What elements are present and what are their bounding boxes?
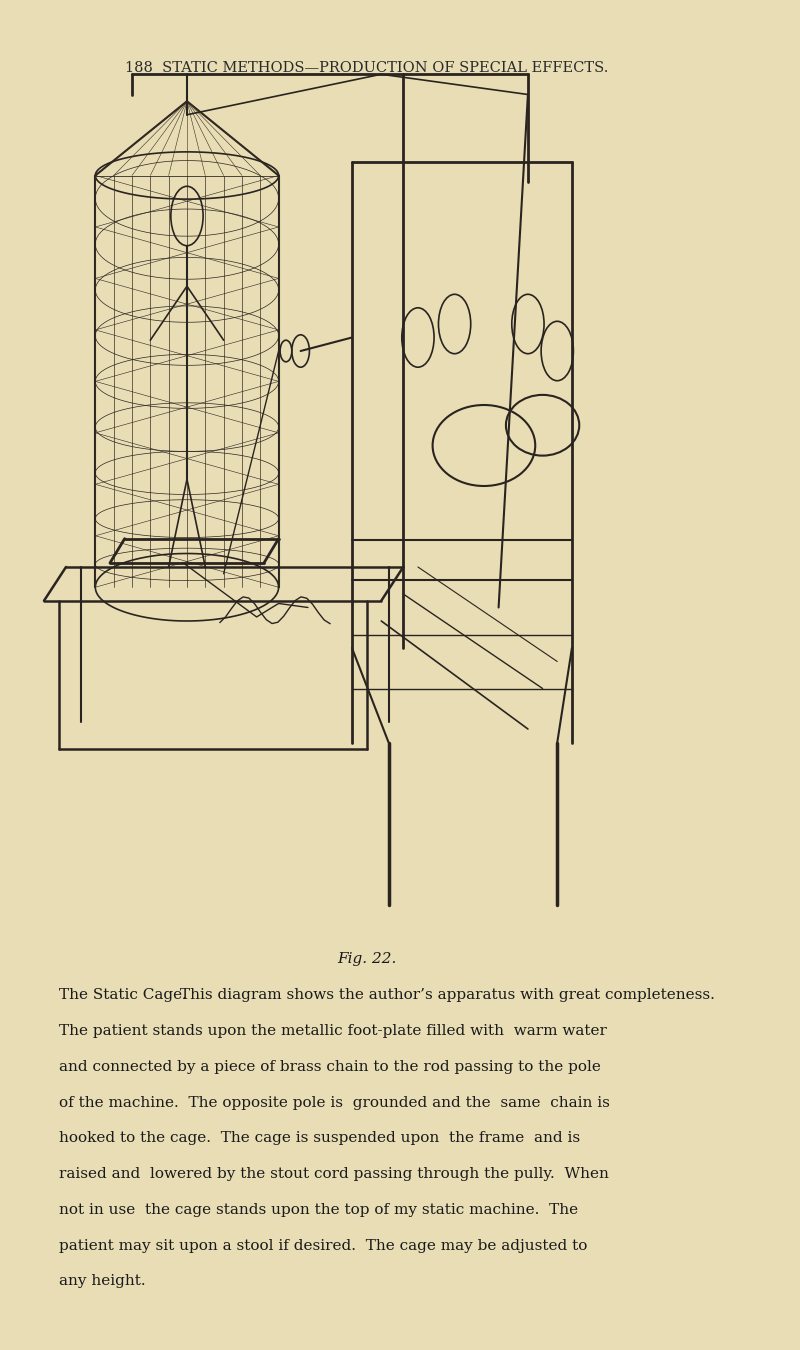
Text: patient may sit upon a stool if desired.  The cage may be adjusted to: patient may sit upon a stool if desired.…: [58, 1239, 587, 1253]
Text: not in use  the cage stands upon the top of my static machine.  The: not in use the cage stands upon the top …: [58, 1203, 578, 1216]
Text: The patient stands upon the metallic foot-plate filled with  warm water: The patient stands upon the metallic foo…: [58, 1023, 606, 1038]
Text: The Static Cage.: The Static Cage.: [58, 988, 186, 1002]
Text: hooked to the cage.  The cage is suspended upon  the frame  and is: hooked to the cage. The cage is suspende…: [58, 1131, 580, 1145]
Text: Fig. 22.: Fig. 22.: [337, 952, 396, 965]
Text: any height.: any height.: [58, 1274, 146, 1288]
Text: and connected by a piece of brass chain to the rod passing to the pole: and connected by a piece of brass chain …: [58, 1060, 601, 1073]
Text: raised and  lowered by the stout cord passing through the pully.  When: raised and lowered by the stout cord pas…: [58, 1166, 609, 1181]
Text: of the machine.  The opposite pole is  grounded and the  same  chain is: of the machine. The opposite pole is gro…: [58, 1096, 610, 1110]
Text: 188  STATIC METHODS—PRODUCTION OF SPECIAL EFFECTS.: 188 STATIC METHODS—PRODUCTION OF SPECIAL…: [125, 61, 608, 74]
Text: This diagram shows the author’s apparatus with great completeness.: This diagram shows the author’s apparatu…: [180, 988, 714, 1002]
